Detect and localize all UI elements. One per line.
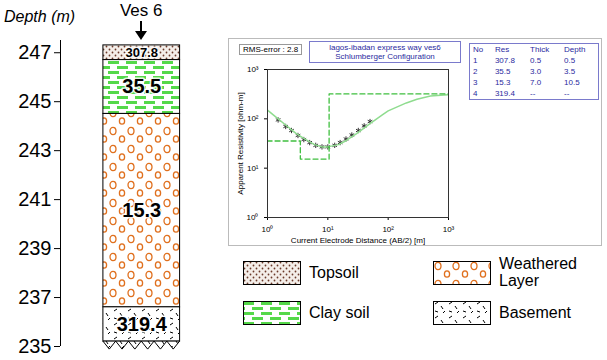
html-text:lagos-ibadan express way ves6: lagos-ibadan express way ves6 bbox=[329, 43, 441, 52]
html-text:1: 1 bbox=[473, 56, 478, 65]
svg-text:307.8: 307.8 bbox=[125, 45, 158, 60]
svg-text:241: 241 bbox=[18, 188, 51, 210]
svg-text:10¹: 10¹ bbox=[247, 164, 259, 173]
svg-text:10²: 10² bbox=[247, 114, 259, 123]
html-text:Schlumberger Configuration: Schlumberger Configuration bbox=[335, 52, 435, 61]
svg-text:237: 237 bbox=[18, 286, 51, 308]
svg-text:10⁰: 10⁰ bbox=[262, 225, 274, 234]
html-text:Weathered Layer: Weathered Layer bbox=[499, 255, 577, 289]
html-text:10.5: 10.5 bbox=[564, 78, 580, 87]
svg-text:10⁰: 10⁰ bbox=[247, 213, 259, 222]
html-text:4: 4 bbox=[473, 89, 478, 98]
html-text:15.3: 15.3 bbox=[494, 78, 511, 87]
html-text:0.5: 0.5 bbox=[564, 56, 576, 65]
svg-text:245: 245 bbox=[18, 90, 51, 112]
html-text:2: 2 bbox=[473, 67, 478, 76]
html-text:No: No bbox=[473, 45, 484, 54]
html-text:Clay soil: Clay soil bbox=[309, 303, 370, 321]
html-text:3.0: 3.0 bbox=[530, 67, 542, 76]
html-text:Depth (m): Depth (m) bbox=[4, 8, 76, 25]
svg-text:235: 235 bbox=[18, 335, 51, 357]
html-text:Res: Res bbox=[494, 45, 510, 54]
svg-text:15.3: 15.3 bbox=[122, 199, 161, 221]
html-text:Depth: Depth bbox=[564, 45, 586, 54]
html-text:3: 3 bbox=[473, 78, 478, 87]
html-text:RMS-error : 2.8: RMS-error : 2.8 bbox=[243, 45, 299, 54]
svg-text:Current Electrode Distance (AB: Current Electrode Distance (AB/2) [m] bbox=[291, 236, 425, 245]
svg-text:35.5: 35.5 bbox=[122, 75, 161, 97]
html-text:319.4: 319.4 bbox=[494, 89, 515, 98]
svg-text:10³: 10³ bbox=[247, 65, 259, 74]
html-text:3.5: 3.5 bbox=[564, 67, 576, 76]
html-text:35.5: 35.5 bbox=[494, 67, 511, 76]
html-text:Basement: Basement bbox=[499, 303, 571, 321]
html-text:Topsoil: Topsoil bbox=[309, 263, 359, 281]
svg-text:Apparent Resistivity [ohm-m]: Apparent Resistivity [ohm-m] bbox=[236, 92, 245, 194]
html-text:307.8: 307.8 bbox=[494, 56, 515, 65]
svg-text:10¹: 10¹ bbox=[322, 225, 334, 234]
svg-text:247: 247 bbox=[18, 41, 51, 63]
html-text:0.5: 0.5 bbox=[530, 56, 542, 65]
svg-text:10³: 10³ bbox=[443, 225, 455, 234]
html-text:Thick: Thick bbox=[530, 45, 550, 54]
svg-text:239: 239 bbox=[18, 237, 51, 259]
svg-text:243: 243 bbox=[18, 139, 51, 161]
html-text:7.0: 7.0 bbox=[530, 78, 542, 87]
svg-text:10²: 10² bbox=[382, 225, 394, 234]
html-text:Ves 6: Ves 6 bbox=[120, 1, 163, 20]
svg-text:319.4: 319.4 bbox=[117, 313, 168, 335]
